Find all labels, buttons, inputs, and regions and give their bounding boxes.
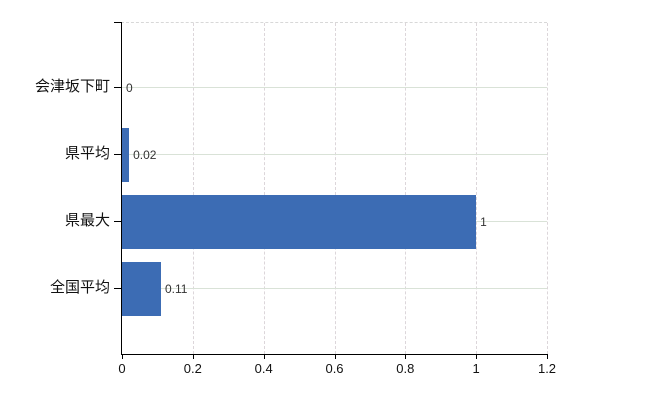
bar-pref-max	[122, 195, 477, 249]
x-tick-label: 0	[118, 361, 126, 376]
value-label: 1	[480, 215, 487, 229]
vertical-gridline	[263, 23, 265, 354]
x-tick-label: 0.4	[254, 361, 273, 376]
x-axis-tick	[547, 354, 548, 359]
plot-area: 0 0.02 1 0.11 0 0.2 0.4 0.6 0.8 1	[114, 22, 556, 376]
y-axis-tick	[114, 87, 122, 88]
x-axis-tick	[334, 354, 336, 359]
vertical-gridline	[476, 23, 478, 354]
y-axis-tick	[114, 288, 122, 289]
value-label: 0.02	[133, 148, 157, 162]
vertical-gridline	[192, 23, 194, 354]
x-tick-label: 1	[472, 361, 480, 376]
x-axis-tick	[405, 354, 407, 359]
x-tick-label: 0.8	[396, 361, 415, 376]
bar-row-pref-average: 0.02	[114, 128, 547, 182]
x-tick-label: 1.2	[537, 361, 557, 376]
vertical-gridline	[405, 23, 407, 354]
x-axis-tick	[476, 354, 478, 359]
value-label: 0	[126, 81, 133, 95]
bar-row-aizubange: 0	[114, 61, 547, 115]
vertical-gridline	[547, 23, 548, 354]
x-tick-label: 0.2	[183, 361, 202, 376]
vertical-gridline	[334, 23, 336, 354]
category-label-natl-average: 全国平均	[49, 279, 110, 296]
bar-row-natl-average: 0.11	[114, 262, 547, 316]
horizontal-gridline	[122, 87, 547, 88]
x-tick-label: 0.6	[325, 361, 344, 376]
x-axis-tick	[192, 354, 194, 359]
category-label-aizubange: 会津坂下町	[34, 78, 110, 95]
y-axis-tick	[114, 221, 122, 222]
value-label: 0.11	[164, 282, 188, 296]
x-axis-tick	[122, 354, 123, 359]
horizontal-gridline	[122, 154, 547, 155]
horizontal-gridline	[122, 288, 547, 289]
category-label-pref-max: 県最大	[64, 212, 110, 229]
category-label-pref-average: 県平均	[64, 145, 110, 162]
bar-row-pref-max: 1	[114, 195, 547, 249]
bar-natl-average	[122, 262, 161, 316]
x-axis-tick	[263, 354, 265, 359]
y-axis-tick	[114, 154, 122, 155]
bar-pref-average	[122, 128, 130, 182]
y-axis-end-tick	[114, 22, 122, 23]
